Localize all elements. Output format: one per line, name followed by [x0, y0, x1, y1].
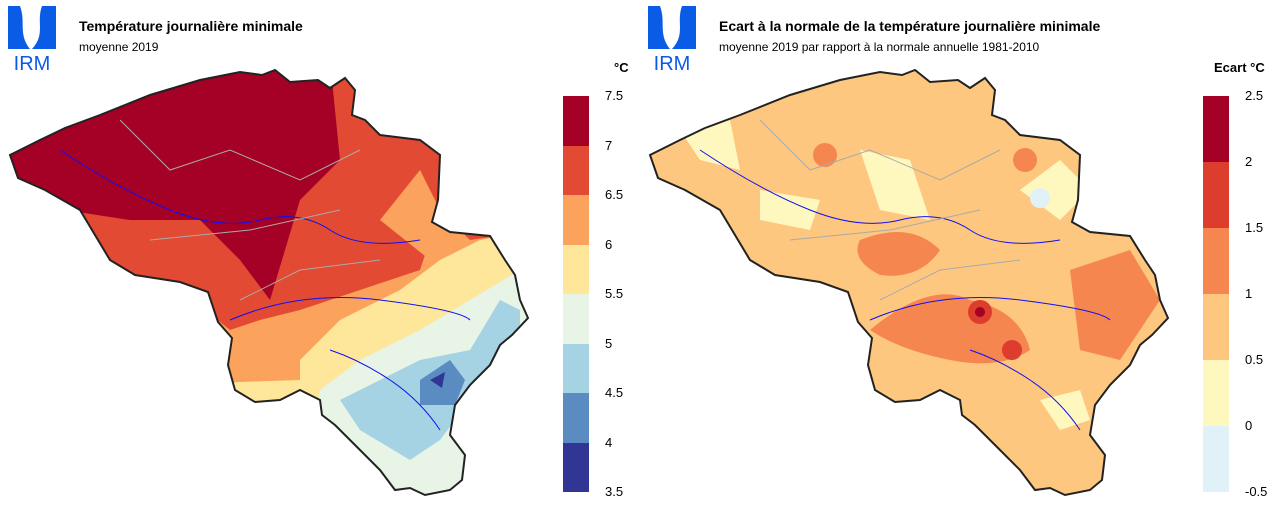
map-region [975, 307, 985, 317]
belgium-map [9, 69, 529, 496]
legend-tick-label: 4 [605, 434, 613, 450]
legend-swatch [1203, 294, 1229, 360]
legend-swatch [1203, 360, 1229, 426]
legend-tick-label: 0 [1245, 418, 1253, 433]
legend-swatch [1203, 426, 1229, 492]
legend-tick-label: -0.5 [1245, 484, 1268, 499]
map-subtitle: moyenne 2019 [79, 40, 159, 54]
legend-tick-label: 4.5 [605, 385, 624, 400]
legend-tick-label: 6.5 [605, 187, 624, 202]
legend-swatch [1203, 162, 1229, 228]
irm-logo: IRM [648, 6, 696, 72]
legend-tick-label: 1 [1245, 286, 1253, 301]
map-title: Température journalière minimale [79, 18, 303, 34]
legend-swatch [563, 393, 589, 443]
svg-text:IRM: IRM [14, 53, 51, 72]
legend-swatch [563, 145, 589, 195]
legend-tick-label: 2.5 [1245, 88, 1264, 103]
panel-min-temperature: IRM Température journalière minimale moy… [8, 6, 629, 499]
legend-tick-label: 5.5 [605, 286, 624, 301]
belgium-map [649, 69, 1169, 496]
irm-logo: IRM [8, 6, 56, 72]
legend-swatch [563, 244, 589, 294]
svg-text:IRM: IRM [654, 53, 691, 72]
panel-anomaly: IRM Ecart à la normale de la température… [640, 0, 1280, 507]
map-region [813, 143, 837, 167]
map-region [1002, 340, 1022, 360]
map-region [1030, 188, 1050, 208]
map-region [430, 372, 445, 388]
legend-tick-label: 0.5 [1245, 352, 1264, 367]
legend-swatch [563, 195, 589, 245]
legend-title: °C [614, 60, 629, 75]
legend-swatch [563, 343, 589, 393]
map-region [857, 232, 940, 276]
map-region [1070, 250, 1160, 360]
legend-tick-label: 7 [605, 137, 613, 153]
legend-tick-label: 3.5 [605, 484, 624, 499]
legend-tick-label: 1.5 [1245, 220, 1264, 235]
map-region [1013, 148, 1037, 172]
color-legend: 7.5 7 6.5 6 5.5 5 4.5 4 3.5 [563, 88, 623, 499]
legend-tick-label: 2 [1245, 154, 1253, 169]
legend-tick-label: 5 [605, 335, 613, 351]
legend-tick-label: 7.5 [605, 88, 624, 103]
legend-title: Ecart °C [1214, 60, 1265, 75]
legend-swatch [563, 96, 589, 146]
legend-swatch [563, 442, 589, 492]
map-subtitle: moyenne 2019 par rapport à la normale an… [719, 40, 1040, 54]
map-region [380, 170, 440, 260]
color-legend: 2.5 2 1.5 1 0.5 0 -0.5 [1203, 88, 1267, 499]
legend-tick-label: 6 [605, 236, 613, 252]
legend-swatch [563, 294, 589, 344]
map-region [1020, 160, 1090, 220]
map-title: Ecart à la normale de la température jou… [719, 18, 1101, 34]
legend-swatch [1203, 96, 1229, 162]
legend-swatch [1203, 228, 1229, 294]
